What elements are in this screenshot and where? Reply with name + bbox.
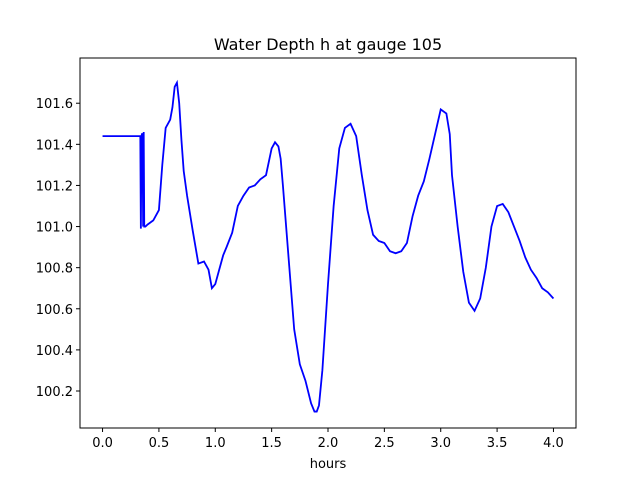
x-tick-label: 1.5	[261, 436, 282, 451]
x-tick-label: 0.5	[149, 436, 170, 451]
x-axis-label: hours	[310, 457, 347, 472]
x-tick-label: 3.0	[430, 436, 451, 451]
x-tick-label: 3.5	[487, 436, 508, 451]
y-axis: 100.2 100.4 100.6 100.8 101.0 101.2 101.4 101.6	[36, 97, 80, 400]
y-tick-label: 100.8	[36, 262, 73, 277]
y-tick-label: 101.0	[36, 221, 73, 236]
x-tick-label: 1.0	[205, 436, 226, 451]
x-tick-label: 2.0	[318, 436, 339, 451]
y-tick-label: 101.2	[36, 179, 73, 194]
y-tick-label: 100.6	[36, 303, 73, 318]
x-axis: 0.0 0.5 1.0 1.5 2.0 2.5 3.0 3.5 4.0	[92, 428, 564, 451]
y-tick-label: 101.4	[36, 138, 73, 153]
x-tick-label: 2.5	[374, 436, 395, 451]
plot-area	[102, 79, 555, 413]
x-tick-label: 0.0	[92, 436, 113, 451]
y-tick-label: 100.2	[36, 385, 73, 400]
y-tick-label: 100.4	[36, 344, 73, 359]
axes-frame	[79, 57, 577, 429]
series-line-water-depth	[102, 79, 555, 413]
chart-title: Water Depth h at gauge 105	[214, 35, 442, 54]
x-tick-label: 4.0	[543, 436, 564, 451]
y-tick-label: 101.6	[36, 97, 73, 112]
